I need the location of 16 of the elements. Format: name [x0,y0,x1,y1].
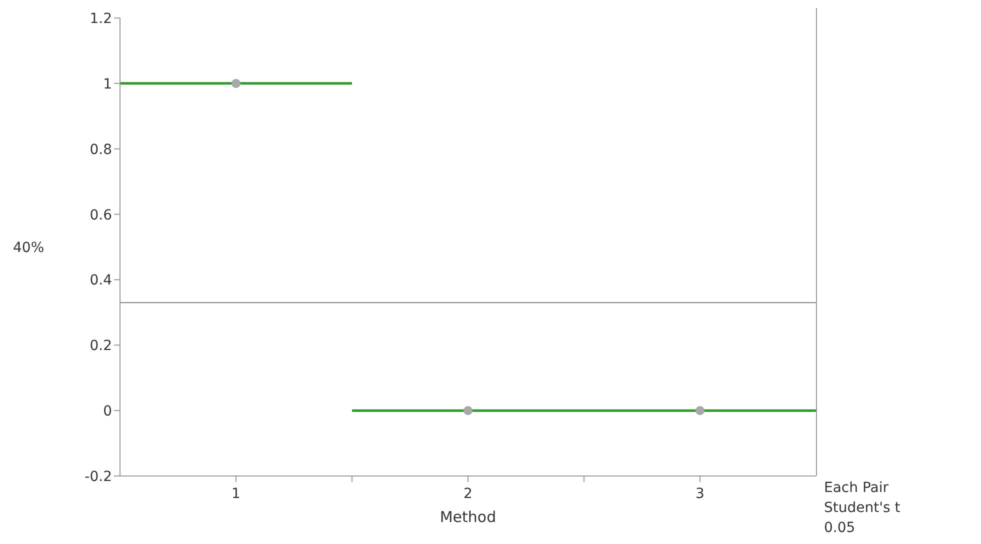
text: Student's t [824,499,900,518]
y-tick-label: 0.8 [90,142,112,158]
y-tick-label: 0.4 [90,272,112,289]
y-tick-label: 1.2 [90,10,112,27]
x-tick-label: 3 [696,486,704,502]
y-axis-title: 40% [13,240,44,256]
x-axis-title: Method [440,508,496,526]
y-tick-label: -0.2 [84,468,112,485]
text: 0.05 [824,519,856,538]
y-tick-label: 1 [103,76,112,92]
y-tick-label: 0.6 [90,207,112,224]
text: Each Pair [824,479,890,498]
x-tick-label: 2 [464,486,472,502]
x-tick-label: 1 [232,486,240,502]
y-tick-label: 0.2 [90,338,112,354]
y-tick-label: 0 [103,404,112,420]
